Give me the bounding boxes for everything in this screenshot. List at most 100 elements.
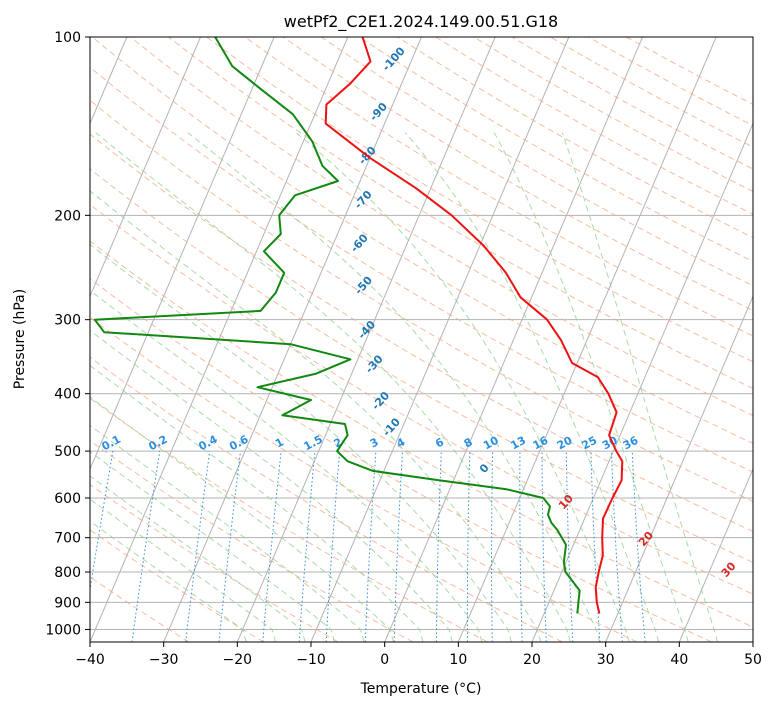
y-tick-label: 500 [54,444,81,460]
dry-adiabat-label: -50 [352,273,375,297]
mixing-ratio-line [519,451,523,642]
isotherm [384,37,643,642]
y-tick-label: 700 [54,531,81,547]
isotherm [163,37,422,642]
moist-adiabat [90,243,512,642]
isotherm [752,640,753,642]
dry-adiabat [282,37,753,312]
mixing-ratio-label: 4 [394,435,407,450]
y-tick-label: 300 [54,313,81,329]
moist-adiabat [404,132,660,642]
grid-lines [90,37,753,642]
mixing-ratio-label: 0.4 [196,433,220,454]
mixing-ratio-line [90,451,114,593]
y-tick-label: 1000 [45,622,81,638]
chart-title: wetPf2_C2E1.2024.149.00.51.G18 [284,12,558,32]
dry-adiabat-label: 30 [719,559,739,579]
dry-adiabat-label: -100 [380,44,408,73]
x-tick-label: −20 [223,652,253,668]
x-tick-label: 0 [380,652,389,668]
x-axis-label: Temperature (°C) [360,681,482,697]
y-tick-label: 200 [54,208,81,224]
dry-adiabat [90,133,753,533]
dry-adiabat [90,278,712,642]
isotherm [531,122,753,642]
dry-adiabat [90,203,753,595]
mixing-ratio-label: 25 [580,434,600,453]
moist-adiabat [95,132,571,642]
dry-adiabat [90,356,563,642]
dry-adiabat [90,397,488,642]
mixing-ratio-label: 20 [555,434,575,453]
mixing-ratio-label: 16 [531,434,551,453]
mixing-ratio-label: 0.2 [146,433,169,454]
moist-adiabat [90,451,336,642]
mixing-ratio-line [131,451,161,642]
y-tick-label: 800 [54,565,81,581]
dewpoint-profile [93,37,581,614]
plot-frame [89,36,754,643]
x-tick-label: −40 [75,652,105,668]
y-axis-label: Pressure (hPa) [12,289,28,389]
x-tick-label: 40 [670,652,688,668]
x-tick-label: −10 [296,652,326,668]
dry-adiabat [90,529,264,642]
dry-adiabat [168,37,753,389]
isotherm [457,37,717,642]
x-tick-label: 20 [523,652,541,668]
dry-adiabat-label: -30 [363,352,386,376]
mixing-ratio-line [364,451,377,642]
dry-adiabat [90,316,638,642]
x-tick-label: 30 [597,652,615,668]
moist-adiabat [90,475,306,642]
mixing-ratio-line [466,451,471,642]
dry-adiabat [359,37,753,263]
dry-adiabat-label: -40 [355,318,378,342]
dry-adiabat-label: -90 [367,100,390,124]
mixing-ratio-label: 36 [621,434,641,453]
mixing-ratio-label: 1 [273,435,286,450]
y-tick-label: 600 [54,491,81,507]
moist-adiabat [493,132,689,642]
mixing-ratio-lines [90,451,646,642]
mixing-ratio-label: 8 [462,435,475,450]
x-tick-label: −30 [149,652,179,668]
dry-adiabat-label: -60 [348,231,371,255]
mixing-ratio-line [262,451,282,642]
isotherm [90,37,275,471]
plot-area: 0.1 0.2 0.4 0.6 1 1.5 2 3 4 6 8 10 13 16 20 25 30 36-100-… [89,36,754,643]
moist-adiabat [295,132,630,642]
y-tick-label: 900 [54,595,81,611]
moist-adiabat [561,132,719,642]
mixing-ratio-label: 3 [368,435,381,450]
moist-adiabat [90,364,424,642]
dry-adiabat [90,483,339,642]
moist-adiabat [90,289,483,642]
x-tick-label: 50 [744,652,762,668]
mixing-ratio-label: 13 [508,434,528,453]
temperature-profile [324,37,624,614]
dry-adiabat-label: -20 [369,389,392,413]
moist-adiabat [90,190,542,642]
moist-adiabat [90,424,365,642]
moist-adiabat [187,132,601,642]
dry-adiabat [90,99,753,502]
dry-adiabat [244,37,753,337]
mixing-ratio-line [298,451,316,642]
dry-adiabat [91,37,753,445]
isotherm [678,467,753,642]
axis-ticks: −40 −30 −20 −10 0 10 20 30 40 50 100 200 300 400 500 60… [45,30,762,668]
isotherm [236,37,496,642]
dry-adiabat [435,37,753,215]
y-tick-label: 400 [54,387,81,403]
moist-adiabat [90,329,453,642]
mixing-ratio-line [218,451,241,642]
mixing-ratio-label: 10 [481,434,501,453]
mixing-ratio-line [185,451,211,642]
profiles [93,37,624,614]
dry-adiabat [90,240,753,628]
isotherm [605,295,753,642]
y-tick-label: 100 [54,30,81,46]
dry-adiabat [511,37,753,170]
